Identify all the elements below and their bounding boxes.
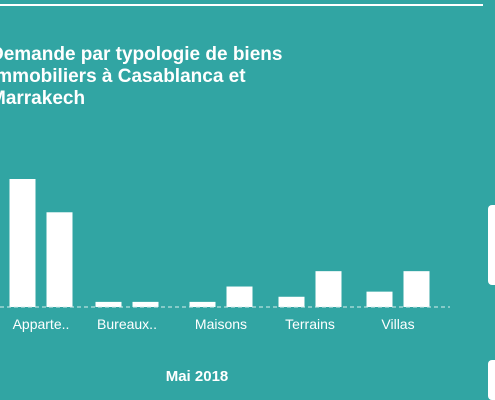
bar-terrains-2 bbox=[315, 271, 342, 307]
chart-title-line-2: immobiliers à Casablanca et bbox=[0, 66, 246, 87]
bar-apparte-1 bbox=[9, 179, 36, 307]
x-tick-label: Terrains bbox=[285, 316, 335, 332]
bar-bureaux-1 bbox=[95, 301, 122, 307]
top-divider bbox=[0, 4, 483, 6]
bar-apparte-2 bbox=[46, 212, 73, 307]
chart-title-line-1: Demande par typologie de biens bbox=[0, 44, 283, 65]
bar-terrains-1 bbox=[278, 296, 305, 307]
x-tick-label: Apparte.. bbox=[13, 316, 70, 332]
chart-title: Demande par typologie de biens immobilie… bbox=[0, 44, 410, 110]
chart-title-line-3: Marrakech bbox=[0, 88, 86, 109]
x-tick-label: Bureaux.. bbox=[97, 316, 157, 332]
x-axis-title: Mai 2018 bbox=[166, 368, 229, 385]
panel-edge-handle-lower bbox=[488, 360, 495, 400]
bar-maisons-2 bbox=[226, 286, 253, 307]
panel-edge-handle bbox=[488, 205, 495, 285]
x-tick-labels: Apparte.. Bureaux.. Maisons Terrains Villas bbox=[13, 316, 415, 332]
bar-villas-1 bbox=[366, 291, 393, 307]
x-tick-label: Maisons bbox=[195, 316, 247, 332]
bar-maisons-1 bbox=[189, 301, 216, 307]
bar-villas-2 bbox=[403, 271, 430, 307]
x-tick-label: Villas bbox=[381, 316, 414, 332]
bars-group bbox=[9, 179, 430, 307]
bar-bureaux-2 bbox=[132, 301, 159, 307]
